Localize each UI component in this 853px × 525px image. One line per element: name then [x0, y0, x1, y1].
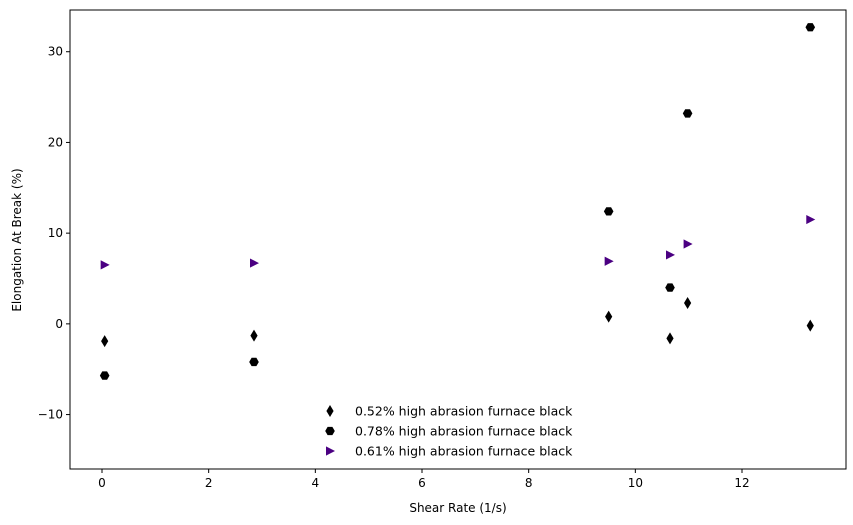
- data-point-series-2: [249, 357, 259, 367]
- data-point-series-2: [682, 109, 693, 118]
- legend-marker-series-1: [326, 405, 334, 417]
- data-point-series-1: [605, 310, 613, 323]
- x-tick-label: 4: [312, 476, 320, 490]
- x-tick-label: 0: [98, 476, 106, 490]
- data-point-series-1: [684, 296, 692, 309]
- x-axis-title: Shear Rate (1/s): [409, 501, 506, 515]
- y-tick-label: 0: [55, 317, 63, 331]
- x-tick-label: 12: [734, 476, 749, 490]
- legend-label: 0.78% high abrasion furnace black: [355, 424, 573, 439]
- data-point-series-1: [101, 335, 109, 348]
- legend-label: 0.52% high abrasion furnace black: [355, 404, 573, 419]
- y-axis-title: Elongation At Break (%): [10, 168, 24, 311]
- data-point-series-2: [665, 283, 675, 292]
- x-tick-label: 8: [525, 476, 533, 490]
- y-tick-label: 30: [48, 45, 63, 59]
- legend-marker-series-2: [325, 426, 335, 436]
- x-tick-label: 6: [418, 476, 426, 490]
- data-point-series-2: [99, 371, 110, 380]
- y-axis: −10 0 10 20 30: [38, 45, 70, 422]
- data-point-series-1: [806, 319, 814, 332]
- data-point-series-3: [666, 250, 675, 260]
- y-tick-label: 10: [48, 226, 63, 240]
- data-point-series-3: [250, 258, 259, 268]
- x-tick-label: 10: [628, 476, 643, 490]
- data-point-series-3: [604, 256, 614, 266]
- legend: 0.52% high abrasion furnace black 0.78% h…: [325, 404, 573, 459]
- data-point-series-2: [603, 207, 614, 216]
- y-tick-label: −10: [38, 408, 63, 422]
- legend-label: 0.61% high abrasion furnace black: [355, 444, 573, 459]
- plot-frame: [69, 9, 847, 470]
- data-point-series-3: [100, 260, 110, 270]
- x-axis: 0 2 4 6 8 10 12: [98, 469, 750, 490]
- data-point-series-2: [805, 23, 816, 32]
- data-point-series-3: [683, 239, 693, 249]
- data-point-series-3: [806, 214, 816, 225]
- legend-marker-series-3: [326, 446, 335, 456]
- data-point-series-1: [250, 329, 258, 342]
- data-point-series-1: [666, 332, 674, 345]
- y-tick-label: 20: [48, 135, 63, 149]
- x-tick-label: 2: [205, 476, 213, 490]
